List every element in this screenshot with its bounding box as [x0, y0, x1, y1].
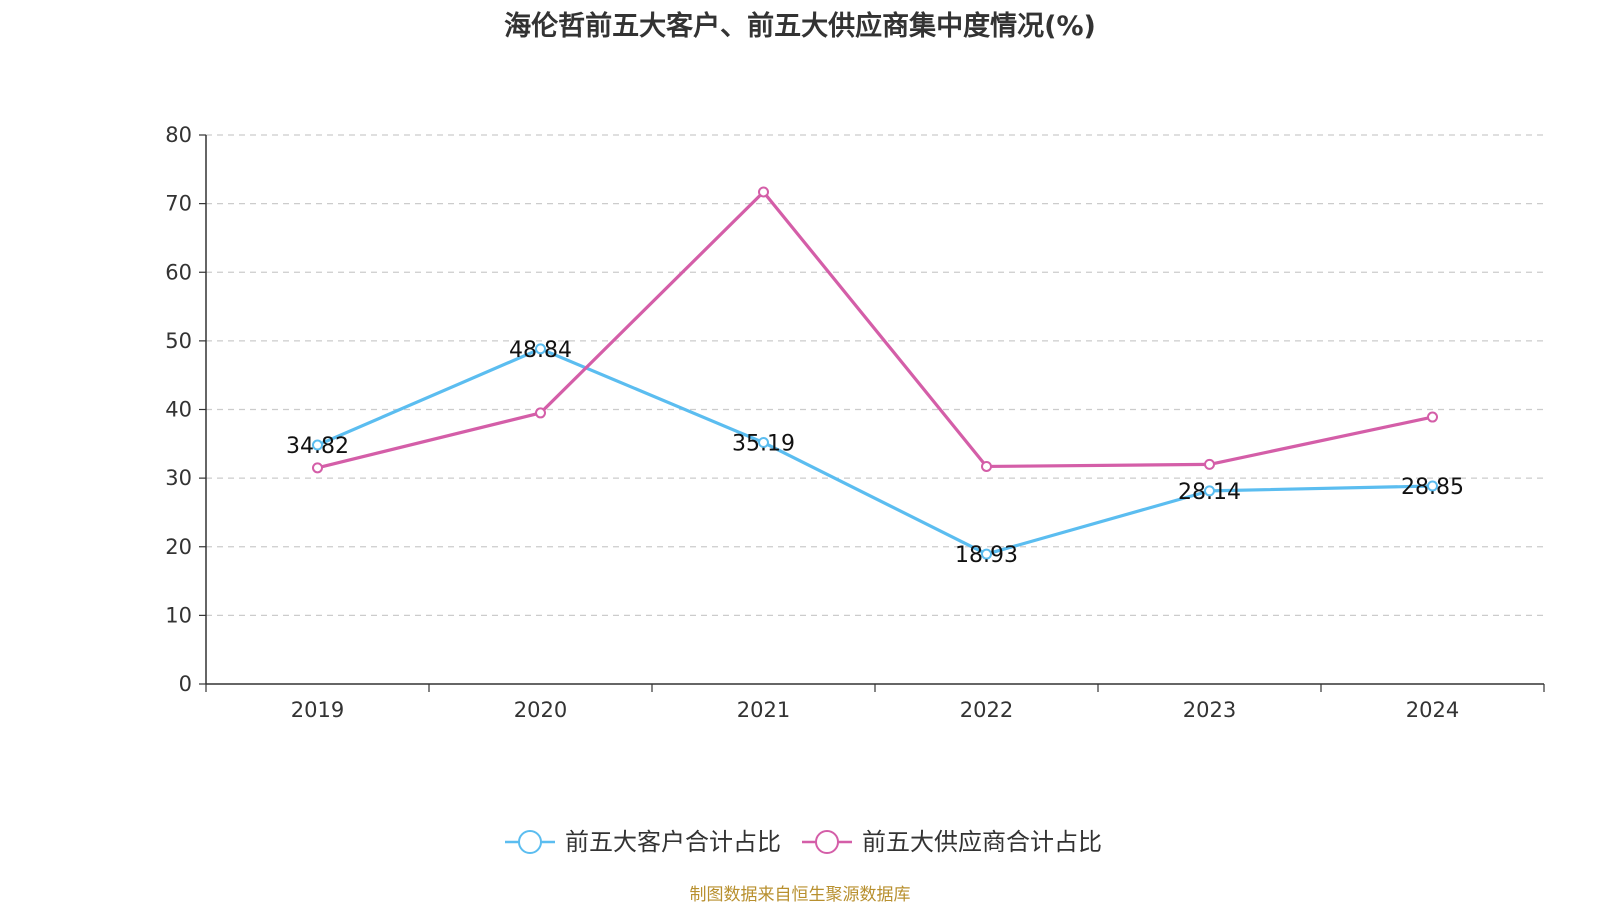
data-labels: 34.82 48.84 35.19 18.93 28.14 28.85	[286, 338, 1464, 568]
series-0-data-label-2023: 28.14	[1178, 480, 1241, 505]
y-tick-label-40: 40	[165, 398, 192, 422]
y-tick-label-0: 0	[179, 672, 192, 696]
series	[312, 186, 1438, 560]
source-note: 制图数据来自恒生聚源数据库	[689, 885, 911, 905]
series-0-point-2022	[981, 548, 992, 560]
y-tick-label-80: 80	[165, 123, 192, 147]
series-line-1	[317, 190, 1433, 470]
y-tick-label-30: 30	[165, 466, 192, 490]
series-0-data-label-2019: 34.82	[286, 434, 349, 459]
x-tick-label-2022: 2022	[960, 698, 1013, 722]
x-tick-label-2021: 2021	[737, 698, 790, 722]
legend: 前五大客户合计占比 前五大供应商合计占比	[505, 828, 1102, 856]
chart-title: 海伦哲前五大客户、前五大供应商集中度情况(%)	[504, 11, 1096, 42]
series-0-data-label-2020: 48.84	[509, 338, 572, 363]
legend-marker-0	[518, 830, 542, 854]
axes: 0 10 20 30 40 50 60 70 80 2019 2020 2021 2022 2023 202…	[165, 123, 1545, 722]
series-0-point-2021	[758, 437, 769, 449]
y-tick-label-60: 60	[165, 260, 192, 284]
series-0-point-2024	[1427, 480, 1438, 492]
series-1-point-2024	[1427, 411, 1438, 423]
series-0-data-label-2024: 28.85	[1401, 475, 1464, 500]
y-tick-label-50: 50	[165, 329, 192, 353]
series-0-point-2023	[1204, 485, 1215, 497]
legend-label-0: 前五大客户合计占比	[565, 828, 781, 856]
series-1-point-2019	[312, 462, 323, 474]
series-0-point-2020	[535, 343, 546, 355]
series-0-point-2019	[312, 439, 323, 451]
y-tick-label-20: 20	[165, 535, 192, 559]
series-0-data-label-2021: 35.19	[732, 432, 795, 457]
y-tick-label-70: 70	[165, 192, 192, 216]
series-1-point-2023	[1204, 458, 1215, 470]
series-0-data-label-2022: 18.93	[955, 543, 1018, 568]
x-tick-label-2019: 2019	[291, 698, 344, 722]
legend-marker-1	[815, 830, 839, 854]
series-1-point-2020	[535, 407, 546, 419]
series-1-point-2022	[981, 460, 992, 472]
legend-label-1: 前五大供应商合计占比	[862, 828, 1102, 856]
grid-lines	[206, 134, 1544, 616]
series-1-point-2021	[758, 186, 769, 198]
x-tick-label-2020: 2020	[514, 698, 567, 722]
y-tick-label-10: 10	[165, 603, 192, 627]
x-tick-label-2023: 2023	[1183, 698, 1236, 722]
x-tick-label-2024: 2024	[1406, 698, 1459, 722]
series-line-0	[316, 347, 1433, 556]
